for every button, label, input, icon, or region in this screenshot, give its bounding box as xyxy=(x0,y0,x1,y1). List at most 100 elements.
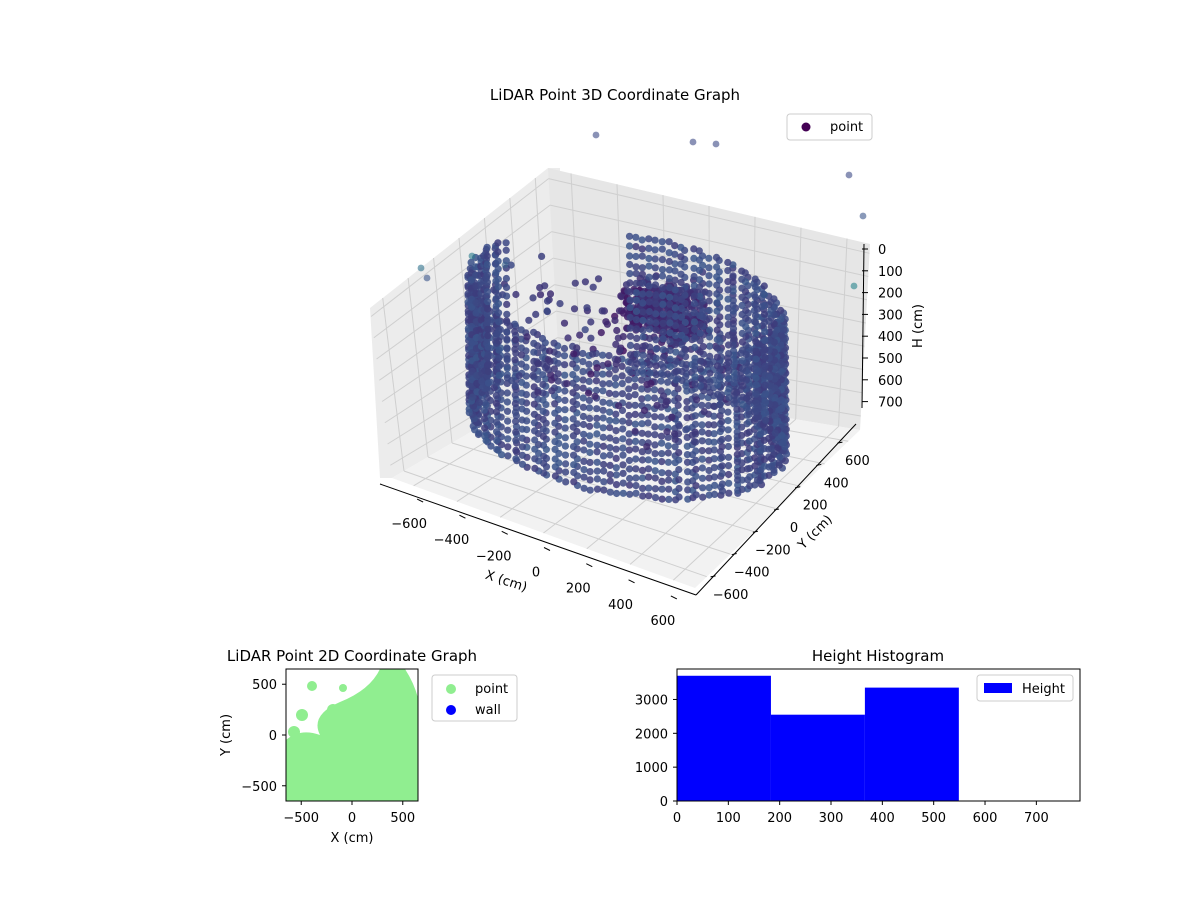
point-3d xyxy=(682,382,690,390)
point-3d xyxy=(625,419,633,427)
point-3d xyxy=(666,310,674,318)
point-3d xyxy=(665,249,673,257)
point-3d xyxy=(517,351,526,359)
point-3d xyxy=(691,412,700,420)
point-3d xyxy=(618,390,627,398)
point-3d xyxy=(767,455,776,463)
point-3d xyxy=(638,474,647,482)
point-3d xyxy=(627,368,635,376)
point-3d xyxy=(692,465,700,473)
point-3d xyxy=(579,368,587,376)
point-3d xyxy=(483,261,491,269)
histogram-bars xyxy=(677,675,959,801)
point-3d xyxy=(587,318,595,326)
point-3d xyxy=(551,455,559,463)
x-tick-label-3d: 600 xyxy=(650,614,675,629)
point-3d xyxy=(658,477,666,485)
point-3d xyxy=(651,413,659,421)
point-3d xyxy=(657,413,665,421)
point-2d xyxy=(354,701,362,709)
point-3d xyxy=(645,254,653,263)
point-3d xyxy=(583,304,591,312)
y-tick-label-3d: −200 xyxy=(755,543,791,558)
point-3d xyxy=(718,453,726,461)
point-3d xyxy=(710,438,718,446)
point-3d xyxy=(644,465,653,473)
point-3d xyxy=(638,420,646,428)
point-3d xyxy=(611,381,620,389)
point-3d xyxy=(713,353,722,361)
histogram-bar xyxy=(770,714,865,801)
point-3d xyxy=(739,400,747,409)
point-3d xyxy=(560,319,569,327)
point-3d xyxy=(492,391,500,400)
point-3d xyxy=(652,310,660,318)
outlier-point-3d xyxy=(850,282,858,290)
point-3d xyxy=(518,443,527,451)
point-3d xyxy=(645,298,653,306)
point-3d xyxy=(512,428,520,436)
point-3d xyxy=(580,457,588,465)
point-3d xyxy=(518,416,526,424)
point-3d xyxy=(776,453,784,461)
point-3d xyxy=(681,318,689,327)
y-ticks-3d: 600 400 200 0 −200 −400 −600 xyxy=(710,441,870,603)
point-3d xyxy=(683,458,692,466)
point-3d xyxy=(612,340,620,348)
point-3d xyxy=(724,462,733,470)
point-3d xyxy=(718,425,726,433)
point-3d xyxy=(581,326,589,334)
point-3d xyxy=(504,452,512,460)
point-3d xyxy=(561,416,569,424)
x-ticks-3d: −600 −400 −200 0 200 400 600 xyxy=(391,498,678,629)
point-3d xyxy=(658,439,666,447)
point-3d xyxy=(666,293,674,301)
point-3d xyxy=(638,395,646,403)
point-3d xyxy=(579,384,587,392)
point-3d xyxy=(761,354,769,362)
point-3d xyxy=(467,276,475,284)
point-3d xyxy=(484,368,492,376)
point-3d xyxy=(504,435,512,443)
point-3d xyxy=(651,441,659,449)
point-3d xyxy=(606,434,614,442)
point-3d xyxy=(484,305,492,313)
point-3d xyxy=(710,446,718,454)
point-3d xyxy=(586,422,594,430)
y-tick-label-3d: −400 xyxy=(734,566,770,581)
point-3d xyxy=(599,442,608,450)
point-3d xyxy=(569,423,577,431)
point-3d xyxy=(671,294,679,302)
point-3d xyxy=(613,489,621,498)
point-3d xyxy=(705,421,713,429)
x-axis-line xyxy=(379,483,697,596)
grid-line xyxy=(433,257,453,444)
point-3d xyxy=(536,284,544,292)
x-tick-label-histogram: 200 xyxy=(767,811,792,826)
point-3d xyxy=(752,318,760,326)
point-3d xyxy=(677,278,685,287)
point-3d xyxy=(579,349,587,358)
point-3d xyxy=(638,385,646,393)
point-3d xyxy=(677,260,685,268)
histogram-bar xyxy=(677,675,771,801)
point-3d xyxy=(539,380,547,389)
point-3d xyxy=(657,432,666,440)
point-3d xyxy=(724,258,732,267)
ticks-histogram: 0 100 200 300 400 500 600 700 0 1000 2000 3000 xyxy=(635,693,1049,826)
legend-histogram-swatch xyxy=(984,683,1012,693)
point-3d xyxy=(632,445,640,453)
z-tick-label-3d: 500 xyxy=(878,352,903,367)
point-3d xyxy=(511,336,520,344)
point-3d xyxy=(503,374,511,382)
point-3d xyxy=(579,403,588,411)
point-3d xyxy=(484,298,492,306)
point-3d xyxy=(569,379,577,387)
point-3d xyxy=(705,315,714,323)
point-3d xyxy=(761,319,769,327)
point-3d xyxy=(593,467,601,475)
point-3d xyxy=(710,473,719,481)
point-3d xyxy=(664,378,672,386)
point-3d xyxy=(652,300,660,308)
point-3d xyxy=(599,370,607,378)
